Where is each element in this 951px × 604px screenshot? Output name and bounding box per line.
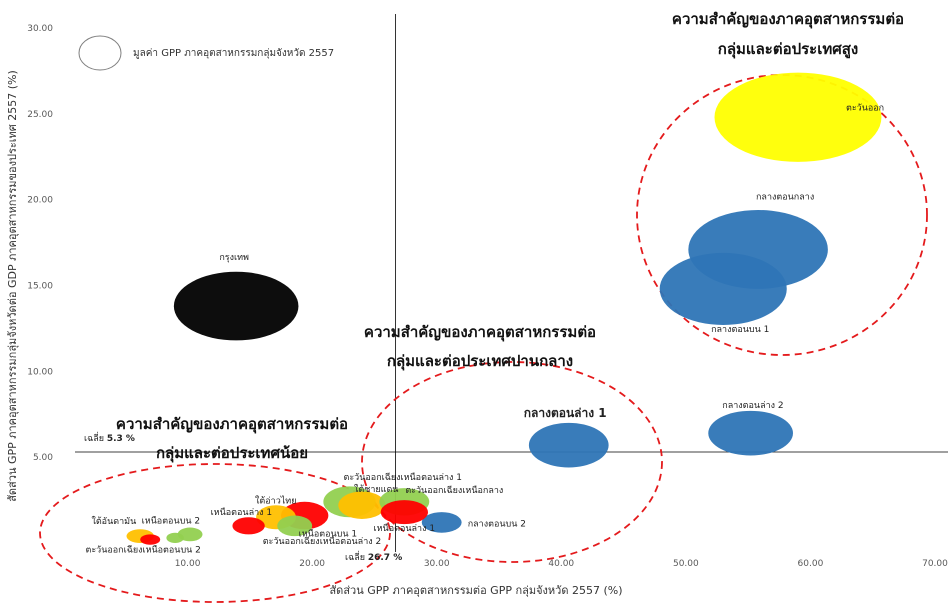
y-tick-label: 20.00 [27, 196, 53, 206]
bubble [177, 527, 203, 542]
x-axis-title: สัดส่วน GPP ภาคอุตสาหกรรมต่อ GPP กลุ่มจั… [329, 584, 622, 597]
group-outline-medium [361, 361, 663, 563]
group-title-low-line2: กลุ่มและต่อประเทศน้อย [156, 444, 308, 463]
group-title-high-line2: กลุ่มและต่อประเทศสูง [718, 40, 858, 59]
bubble-label: กลางตอนกลาง [756, 192, 814, 202]
bubble-label: ใต้อันดามัน [91, 516, 136, 527]
y-tick-label: 10.00 [27, 367, 53, 377]
bubble-label: ตะวันออกเฉียงเหนือตอนล่าง 1 [344, 472, 463, 483]
bubble [277, 515, 313, 537]
bubble-layer [126, 72, 882, 545]
average-x-value: 26.7 % [368, 553, 402, 563]
legend-bubble [78, 35, 122, 71]
bubble-label: ตะวันออกเฉียงเหนือกลาง [405, 485, 503, 496]
average-x-prefix: เฉลี่ย [345, 550, 368, 563]
bubble-label: ใต้ชายแดน [354, 484, 398, 495]
bubble-label: กลางตอนล่าง 2 [722, 401, 783, 411]
bubble-label: เหนือตอนล่าง 1 [211, 507, 273, 518]
bubble-label: เหนือตอนบน 1 [299, 529, 357, 540]
x-tick-label: 10.00 [175, 559, 201, 569]
bubble [166, 532, 184, 543]
legend-text: มูลค่า GPP ภาคอุตสาหกรรมกลุ่มจังหวัด 255… [133, 48, 334, 59]
group-outline-high [636, 74, 928, 356]
bubble-label: ใต้อ่าวไทย [255, 495, 296, 506]
bubble-label: ตะวันออก [846, 103, 884, 113]
average-y-prefix: เฉลี่ย [84, 431, 107, 444]
bubble-label: กลางตอนบน 2 [468, 519, 526, 529]
tick-label-layer: 10.00 20.00 30.00 40.00 50.00 60.00 70.00 5.00 1… [27, 24, 948, 569]
x-tick-label: 50.00 [673, 559, 699, 569]
bubble-label: กรุงเทพ [219, 253, 249, 263]
y-tick-label: 15.00 [27, 282, 53, 292]
group-outline-low [39, 463, 391, 603]
x-tick-label: 60.00 [798, 559, 824, 569]
average-y-value: 5.3 % [107, 434, 135, 444]
bubble [659, 252, 787, 325]
group-title-low-line1: ความสำคัญของภาคอุตสาหกรรมต่อ [116, 415, 348, 434]
bubble [421, 512, 462, 533]
bubble [714, 72, 882, 162]
bubble-label: กลางตอนบน 1 [711, 325, 769, 335]
average-x-label: เฉลี่ย 26.7 % [345, 550, 402, 563]
bubble [708, 410, 793, 456]
bubble-label: เหนือตอนล่าง 1 [374, 523, 436, 534]
bubble-label: ตะวันออกเฉียงเหนือตอนล่าง 2 [263, 536, 382, 547]
x-tick-label: 20.00 [299, 559, 325, 569]
y-tick-label: 5.00 [33, 453, 53, 463]
bubble-label: ตะวันออกเฉียงเหนือตอนบน 2 [85, 545, 200, 556]
x-tick-label: 40.00 [548, 559, 574, 569]
y-tick-label: 30.00 [27, 24, 53, 34]
bubble [338, 491, 386, 519]
average-y-label: เฉลี่ย 5.3 % [84, 431, 135, 444]
x-tick-label: 30.00 [424, 559, 450, 569]
bubble-label: กลางตอนล่าง 1 [524, 406, 607, 420]
bubble [528, 422, 609, 468]
bubble [232, 517, 265, 535]
y-tick-label: 25.00 [27, 110, 53, 120]
group-title-medium-line1: ความสำคัญของภาคอุตสาหกรรมต่อ [364, 323, 596, 342]
group-title-high-line1: ความสำคัญของภาคอุตสาหกรรมต่อ [672, 10, 904, 29]
bubble [140, 534, 161, 545]
bubble [380, 500, 428, 525]
bubble [173, 271, 299, 341]
x-tick-label: 70.00 [922, 559, 948, 569]
bubble-label: เหนือตอนบน 2 [142, 515, 200, 526]
y-axis-title: สัดส่วน GPP ภาคอุตสาหกรรมกลุ่มจังหวัดต่อ… [6, 70, 19, 502]
group-title-medium-line2: กลุ่มและต่อประเทศปานกลาง [387, 352, 573, 371]
